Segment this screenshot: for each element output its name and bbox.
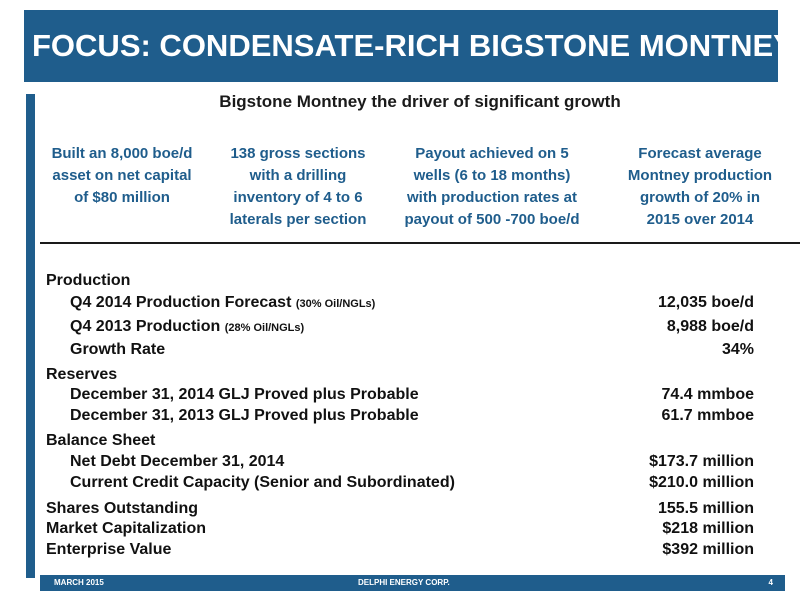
highlight-line: asset on net capital — [52, 167, 192, 184]
highlight-drilling-inventory: 138 gross sections with a drilling inven… — [218, 143, 378, 231]
reserves-2013-label: December 31, 2013 GLJ Proved plus Probab… — [70, 407, 419, 424]
highlight-line: payout of 500 -700 boe/d — [404, 211, 580, 228]
title-bar: FOCUS: CONDENSATE-RICH BIGSTONE MONTNEY — [24, 10, 794, 82]
production-q4-2013-label: Q4 2013 Production (28% Oil/NGLs) — [70, 318, 304, 336]
highlight-line: growth of 20% in — [640, 189, 760, 206]
credit-capacity-row: Current Credit Capacity (Senior and Subo… — [46, 474, 754, 494]
highlight-line: with production rates at — [406, 189, 577, 206]
growth-rate-value: 34% — [721, 341, 754, 358]
production-heading: Production — [46, 272, 131, 289]
net-debt-value: $173.7 million — [649, 453, 754, 470]
enterprise-value-row: Enterprise Value $392 million — [46, 541, 754, 561]
highlight-line: 138 gross sections — [230, 145, 366, 162]
reserves-2014-label: December 31, 2014 GLJ Proved plus Probab… — [70, 386, 419, 403]
highlight-line: Montney production — [627, 167, 773, 184]
highlight-production-growth: Forecast average Montney production grow… — [615, 143, 785, 231]
market-cap-label: Market Capitalization — [46, 520, 207, 537]
growth-rate-row: Growth Rate 34% — [46, 341, 754, 361]
net-debt-row: Net Debt December 31, 2014 $173.7 millio… — [46, 453, 754, 473]
highlight-line: 2015 over 2014 — [646, 211, 754, 228]
production-heading-row: Production — [46, 272, 754, 292]
section-divider — [40, 242, 800, 244]
reserves-2013-value: 61.7 mmboe — [661, 407, 754, 424]
label-text: Q4 2014 Production Forecast — [70, 294, 292, 311]
reserves-heading: Reserves — [46, 366, 118, 383]
shares-outstanding-label: Shares Outstanding — [46, 500, 199, 517]
reserves-2013-row: December 31, 2013 GLJ Proved plus Probab… — [46, 407, 754, 427]
enterprise-value-value: $392 million — [662, 541, 754, 558]
production-q4-2013-row: Q4 2013 Production (28% Oil/NGLs) 8,988 … — [46, 318, 754, 338]
highlight-line: Built an 8,000 boe/d — [51, 145, 193, 162]
slide-title: FOCUS: CONDENSATE-RICH BIGSTONE MONTNEY — [32, 28, 794, 63]
oil-ngl-note: (30% Oil/NGLs) — [295, 298, 376, 310]
highlight-line: laterals per section — [229, 211, 367, 228]
credit-capacity-value: $210.0 million — [649, 474, 754, 491]
growth-rate-label: Growth Rate — [70, 341, 166, 358]
production-q4-2013-value: 8,988 boe/d — [666, 318, 754, 335]
oil-ngl-note: (28% Oil/NGLs) — [224, 322, 305, 334]
slide-subtitle: Bigstone Montney the driver of significa… — [219, 92, 621, 111]
shares-outstanding-row: Shares Outstanding 155.5 million — [46, 500, 754, 520]
market-cap-row: Market Capitalization $218 million — [46, 520, 754, 540]
shares-outstanding-value: 155.5 million — [657, 500, 754, 517]
highlight-line: wells (6 to 18 months) — [413, 167, 571, 184]
highlight-line: of $80 million — [74, 189, 170, 206]
label-text: Q4 2013 Production — [70, 318, 221, 335]
enterprise-value-label: Enterprise Value — [46, 541, 172, 558]
highlight-line: with a drilling — [249, 167, 347, 184]
reserves-2014-row: December 31, 2014 GLJ Proved plus Probab… — [46, 386, 754, 406]
reserves-2014-value: 74.4 mmboe — [661, 386, 754, 403]
production-q4-2014-label: Q4 2014 Production Forecast (30% Oil/NGL… — [70, 294, 375, 312]
highlight-payout: Payout achieved on 5 wells (6 to 18 mont… — [393, 143, 591, 231]
reserves-heading-row: Reserves — [46, 366, 754, 386]
net-debt-label: Net Debt December 31, 2014 — [70, 453, 285, 470]
balance-sheet-heading-row: Balance Sheet — [46, 432, 754, 452]
highlight-line: Payout achieved on 5 — [415, 145, 569, 162]
highlight-capital-efficiency: Built an 8,000 boe/d asset on net capita… — [42, 143, 202, 209]
highlight-line: Forecast average — [638, 145, 762, 162]
production-q4-2014-value: 12,035 boe/d — [657, 294, 754, 311]
production-q4-2014-row: Q4 2014 Production Forecast (30% Oil/NGL… — [46, 294, 754, 314]
market-cap-value: $218 million — [662, 520, 754, 537]
footer-date: MARCH 2015 — [54, 578, 104, 587]
footer-bar: MARCH 2015 DELPHI ENERGY CORP. 4 — [40, 575, 785, 591]
balance-sheet-heading: Balance Sheet — [46, 432, 156, 449]
footer-company: DELPHI ENERGY CORP. — [358, 578, 450, 587]
page-number: 4 — [768, 578, 773, 587]
left-accent-rule — [26, 94, 35, 578]
highlight-line: inventory of 4 to 6 — [233, 189, 363, 206]
credit-capacity-label: Current Credit Capacity (Senior and Subo… — [70, 474, 455, 491]
